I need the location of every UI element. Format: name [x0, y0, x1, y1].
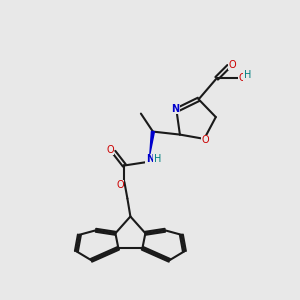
Text: O: O: [116, 180, 124, 190]
Text: H: H: [244, 70, 251, 80]
Text: O: O: [238, 73, 246, 83]
Text: O: O: [229, 60, 236, 70]
Text: H: H: [154, 154, 161, 164]
Text: N: N: [146, 154, 154, 164]
Text: O: O: [202, 135, 209, 146]
Text: N: N: [171, 103, 179, 114]
Text: O: O: [106, 145, 114, 154]
Polygon shape: [150, 131, 154, 154]
